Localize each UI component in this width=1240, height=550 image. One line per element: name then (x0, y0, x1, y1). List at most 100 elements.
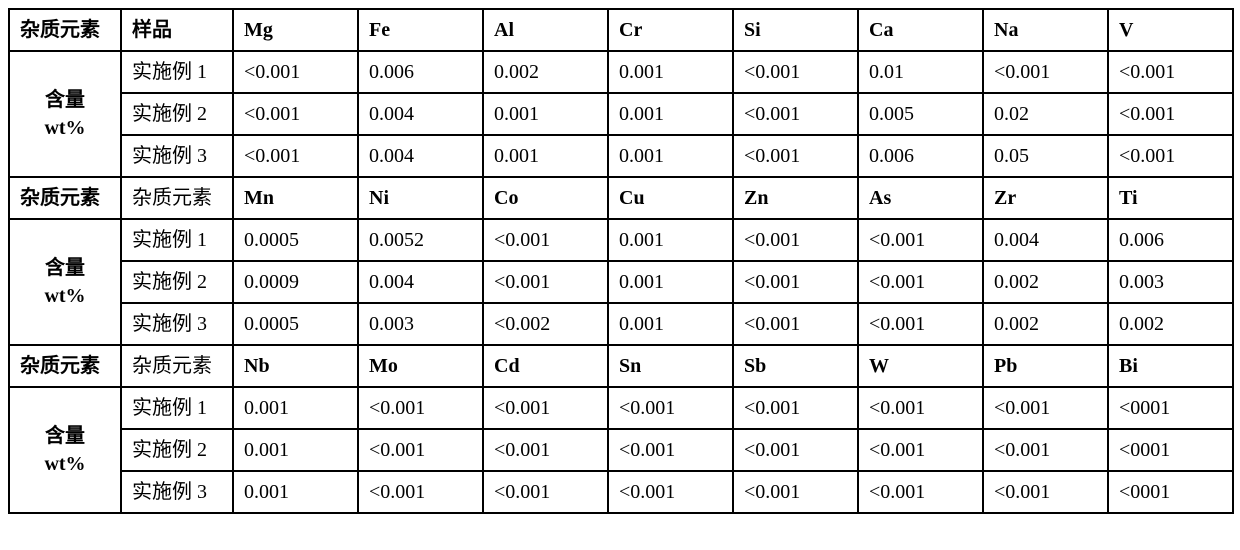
value-cell: <0.001 (858, 261, 983, 303)
element-header: Nb (233, 345, 358, 387)
value-cell: 0.003 (358, 303, 483, 345)
value-cell: 0.001 (608, 135, 733, 177)
value-cell: <0.001 (733, 387, 858, 429)
value-cell: <0.001 (608, 429, 733, 471)
value-cell: <0.001 (858, 471, 983, 513)
value-cell: 0.001 (608, 51, 733, 93)
element-header: Co (483, 177, 608, 219)
value-cell: 0.004 (358, 261, 483, 303)
value-cell: <0.001 (483, 471, 608, 513)
value-cell: <0.001 (733, 219, 858, 261)
element-header: Cr (608, 9, 733, 51)
value-cell: <0.001 (733, 429, 858, 471)
value-cell: <0.001 (858, 303, 983, 345)
value-cell: 0.005 (858, 93, 983, 135)
element-header: Zr (983, 177, 1108, 219)
value-cell: <0.001 (483, 429, 608, 471)
row-label: 杂质元素 (9, 345, 121, 387)
element-header: Sb (733, 345, 858, 387)
value-cell: 0.001 (608, 93, 733, 135)
row-label: 杂质元素 (9, 9, 121, 51)
value-cell: <0.002 (483, 303, 608, 345)
value-cell: <0.001 (733, 303, 858, 345)
value-cell: <0.001 (483, 387, 608, 429)
element-header: Ni (358, 177, 483, 219)
value-cell: <0.001 (858, 429, 983, 471)
element-header: As (858, 177, 983, 219)
section-header: 杂质元素 杂质元素 Nb Mo Cd Sn Sb W Pb Bi (9, 345, 1233, 387)
sample-cell: 实施例 3 (121, 135, 233, 177)
value-cell: 0.0009 (233, 261, 358, 303)
value-cell: 0.0052 (358, 219, 483, 261)
group-label: 含量 wt% (9, 219, 121, 345)
sample-cell: 实施例 2 (121, 93, 233, 135)
section-header: 杂质元素 杂质元素 Mn Ni Co Cu Zn As Zr Ti (9, 177, 1233, 219)
value-cell: 0.001 (608, 219, 733, 261)
value-cell: 0.0005 (233, 219, 358, 261)
value-cell: <0.001 (358, 387, 483, 429)
table-row: 含量 wt% 实施例 1 0.001 <0.001 <0.001 <0.001 … (9, 387, 1233, 429)
element-header: Ti (1108, 177, 1233, 219)
value-cell: <0.001 (983, 51, 1108, 93)
sample-cell: 实施例 2 (121, 261, 233, 303)
value-cell: 0.004 (358, 93, 483, 135)
table-body: 杂质元素 样品 Mg Fe Al Cr Si Ca Na V 含量 wt% 实施… (9, 9, 1233, 513)
element-header: Mg (233, 9, 358, 51)
table-row: 实施例 3 <0.001 0.004 0.001 0.001 <0.001 0.… (9, 135, 1233, 177)
value-cell: 0.006 (358, 51, 483, 93)
element-header: Cd (483, 345, 608, 387)
value-cell: <0.001 (983, 387, 1108, 429)
value-cell: <0.001 (983, 429, 1108, 471)
value-cell: 0.006 (858, 135, 983, 177)
value-cell: <0.001 (483, 219, 608, 261)
element-header: Fe (358, 9, 483, 51)
value-cell: <0.001 (733, 471, 858, 513)
value-cell: 0.01 (858, 51, 983, 93)
element-header: Al (483, 9, 608, 51)
section-header: 杂质元素 样品 Mg Fe Al Cr Si Ca Na V (9, 9, 1233, 51)
value-cell: 0.006 (1108, 219, 1233, 261)
element-header: Si (733, 9, 858, 51)
value-cell: <0.001 (733, 135, 858, 177)
value-cell: <0.001 (358, 471, 483, 513)
value-cell: <0.001 (1108, 135, 1233, 177)
element-header: Mn (233, 177, 358, 219)
value-cell: <0.001 (1108, 93, 1233, 135)
group-label-line1: 含量 (45, 257, 85, 279)
value-cell: 0.05 (983, 135, 1108, 177)
value-cell: <0001 (1108, 387, 1233, 429)
element-header: W (858, 345, 983, 387)
sample-cell: 实施例 1 (121, 51, 233, 93)
group-label-line2: wt% (20, 282, 110, 310)
table-row: 实施例 2 0.001 <0.001 <0.001 <0.001 <0.001 … (9, 429, 1233, 471)
element-header: Mo (358, 345, 483, 387)
value-cell: 0.001 (483, 135, 608, 177)
table-row: 实施例 2 0.0009 0.004 <0.001 0.001 <0.001 <… (9, 261, 1233, 303)
sample-cell: 实施例 1 (121, 387, 233, 429)
sample-label: 杂质元素 (121, 345, 233, 387)
table-row: 实施例 3 0.001 <0.001 <0.001 <0.001 <0.001 … (9, 471, 1233, 513)
value-cell: 0.001 (233, 387, 358, 429)
table-row: 含量 wt% 实施例 1 0.0005 0.0052 <0.001 0.001 … (9, 219, 1233, 261)
value-cell: 0.002 (983, 261, 1108, 303)
sample-label: 杂质元素 (121, 177, 233, 219)
group-label: 含量 wt% (9, 51, 121, 177)
value-cell: 0.001 (233, 471, 358, 513)
value-cell: <0.001 (233, 135, 358, 177)
table-row: 实施例 3 0.0005 0.003 <0.002 0.001 <0.001 <… (9, 303, 1233, 345)
sample-cell: 实施例 2 (121, 429, 233, 471)
element-header: Pb (983, 345, 1108, 387)
value-cell: 0.003 (1108, 261, 1233, 303)
element-header: Ca (858, 9, 983, 51)
sample-label: 样品 (121, 9, 233, 51)
element-header: Cu (608, 177, 733, 219)
group-label-line2: wt% (20, 114, 110, 142)
value-cell: <0.001 (733, 261, 858, 303)
table-row: 实施例 2 <0.001 0.004 0.001 0.001 <0.001 0.… (9, 93, 1233, 135)
value-cell: <0.001 (608, 471, 733, 513)
element-header: Sn (608, 345, 733, 387)
sample-cell: 实施例 3 (121, 303, 233, 345)
group-label: 含量 wt% (9, 387, 121, 513)
value-cell: <0.001 (733, 51, 858, 93)
value-cell: 0.001 (608, 261, 733, 303)
